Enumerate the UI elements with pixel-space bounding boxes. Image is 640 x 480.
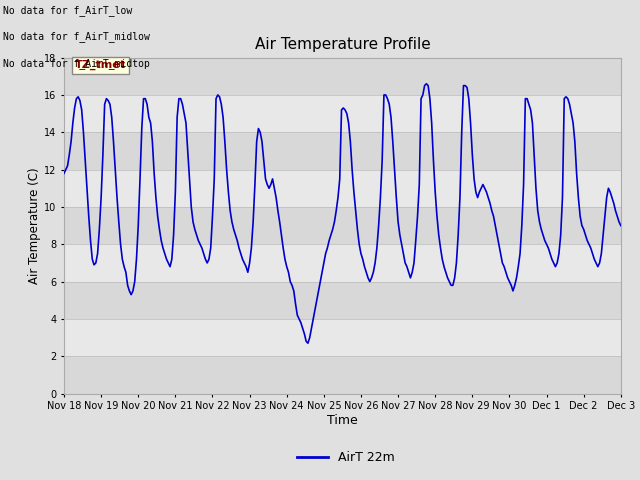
Bar xyxy=(64,244,621,282)
Text: No data for f_AirT_midtop: No data for f_AirT_midtop xyxy=(3,58,150,69)
Title: Air Temperature Profile: Air Temperature Profile xyxy=(255,37,430,52)
Bar xyxy=(64,356,621,394)
Text: No data for f_AirT_low: No data for f_AirT_low xyxy=(3,5,132,16)
Bar xyxy=(64,58,621,95)
Text: TZ_tmet: TZ_tmet xyxy=(75,60,126,70)
Bar xyxy=(64,169,621,207)
Bar xyxy=(64,132,621,169)
X-axis label: Time: Time xyxy=(327,414,358,427)
Y-axis label: Air Temperature (C): Air Temperature (C) xyxy=(28,168,41,284)
Text: No data for f_AirT_midlow: No data for f_AirT_midlow xyxy=(3,31,150,42)
Bar xyxy=(64,319,621,356)
Bar xyxy=(64,282,621,319)
Bar xyxy=(64,95,621,132)
Legend: AirT 22m: AirT 22m xyxy=(292,446,399,469)
Bar xyxy=(64,207,621,244)
